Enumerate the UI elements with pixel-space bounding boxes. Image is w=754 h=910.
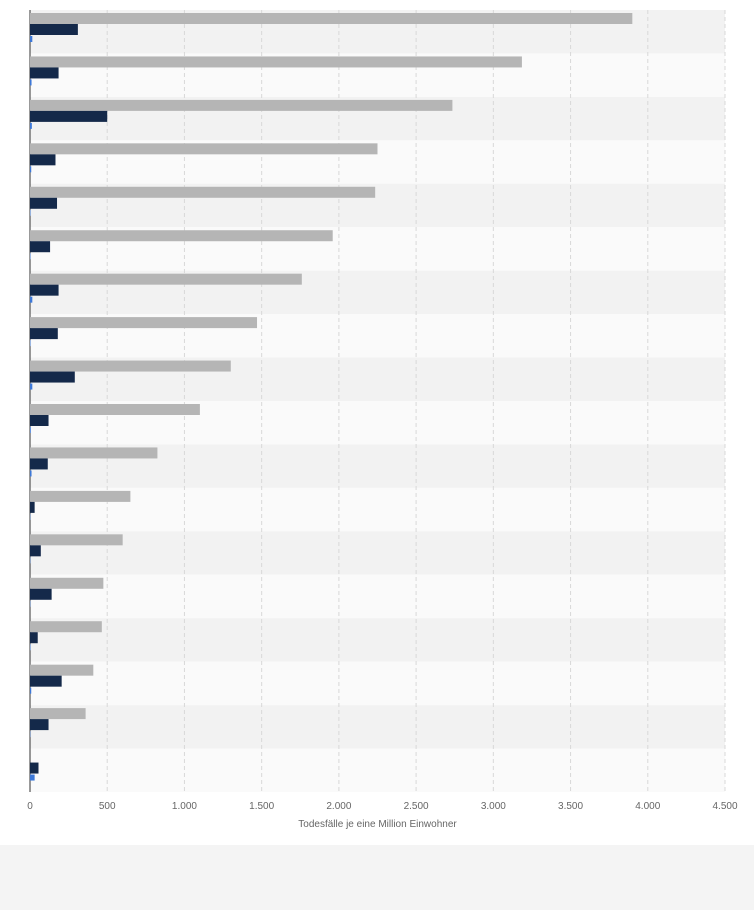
bar-series-2: [30, 415, 49, 426]
bar-series-3: [30, 383, 33, 390]
bar-series-2: [30, 632, 38, 644]
bar-series-2: [30, 110, 108, 122]
bar-series-3: [30, 122, 32, 129]
x-tick-label: 2.000: [326, 801, 351, 812]
bar-series-2: [30, 154, 56, 166]
row-band: [30, 705, 725, 749]
x-tick-label: 4.000: [635, 801, 660, 812]
bar-series-3: [30, 79, 32, 86]
row-band: [30, 618, 725, 662]
x-axis-title: Todesfälle je eine Million Einwohner: [298, 819, 457, 830]
bar-series-1: [30, 404, 200, 415]
bar-series-2: [30, 197, 58, 209]
x-tick-label: 2.500: [404, 801, 429, 812]
row-band: [30, 574, 725, 619]
row-band: [30, 487, 725, 532]
bar-series-1: [30, 621, 102, 633]
bar-series-3: [30, 36, 33, 42]
row-bands: [30, 10, 725, 792]
bar-series-2: [30, 328, 58, 340]
x-tick-label: 1.000: [172, 801, 197, 812]
bar-chart: 0 500 1.000 1.500 2.000 2.500 3.000 3.500 4.000 4…: [27, 10, 738, 830]
bar-series-2: [30, 67, 59, 79]
bar-series-2: [30, 241, 51, 253]
bar-series-1: [30, 360, 231, 372]
bar-series-1: [30, 99, 453, 111]
row-band: [30, 531, 725, 575]
bar-series-3: [30, 774, 35, 781]
bar-series-2: [30, 458, 48, 470]
bar-series-2: [30, 24, 78, 35]
bar-series-1: [30, 13, 633, 24]
x-axis-ticks: 0 500 1.000 1.500 2.000 2.500 3.000 3.500 4.000 4…: [27, 801, 738, 812]
bar-series-1: [30, 143, 378, 155]
bar-series-1: [30, 534, 123, 546]
x-tick-label: 500: [99, 801, 116, 812]
bar-series-2: [30, 501, 35, 513]
bar-series-1: [30, 56, 522, 68]
bar-series-1: [30, 577, 104, 589]
bar-series-3: [30, 166, 32, 173]
bar-series-1: [30, 273, 302, 285]
bar-series-2: [30, 371, 75, 383]
bar-series-3: [30, 427, 31, 433]
chart-area: 0 500 1.000 1.500 2.000 2.500 3.000 3.500 4.000 4…: [0, 0, 754, 845]
bars: [30, 13, 633, 781]
bar-series-1: [30, 230, 333, 242]
bar-series-2: [30, 588, 52, 600]
bar-series-2: [30, 284, 59, 296]
bar-series-2: [30, 719, 49, 731]
bar-series-2: [30, 675, 62, 687]
x-tick-label: 1.500: [249, 801, 274, 812]
row-band: [30, 748, 725, 792]
x-tick-label: 0: [27, 801, 33, 812]
gridlines: [29, 10, 726, 792]
bar-series-3: [30, 296, 33, 303]
bar-series-3: [30, 470, 32, 477]
bar-series-1: [30, 317, 258, 329]
bar-series-3: [30, 687, 32, 694]
bar-series-1: [30, 708, 86, 720]
x-tick-label: 3.000: [481, 801, 506, 812]
x-tick-label: 4.500: [712, 801, 737, 812]
bar-series-2: [30, 762, 39, 774]
bar-series-1: [30, 186, 376, 198]
row-band: [30, 661, 725, 706]
bar-series-1: [30, 490, 131, 502]
x-tick-label: 3.500: [558, 801, 583, 812]
bar-series-2: [30, 545, 41, 557]
bar-series-1: [30, 664, 94, 676]
bar-series-1: [30, 447, 158, 459]
